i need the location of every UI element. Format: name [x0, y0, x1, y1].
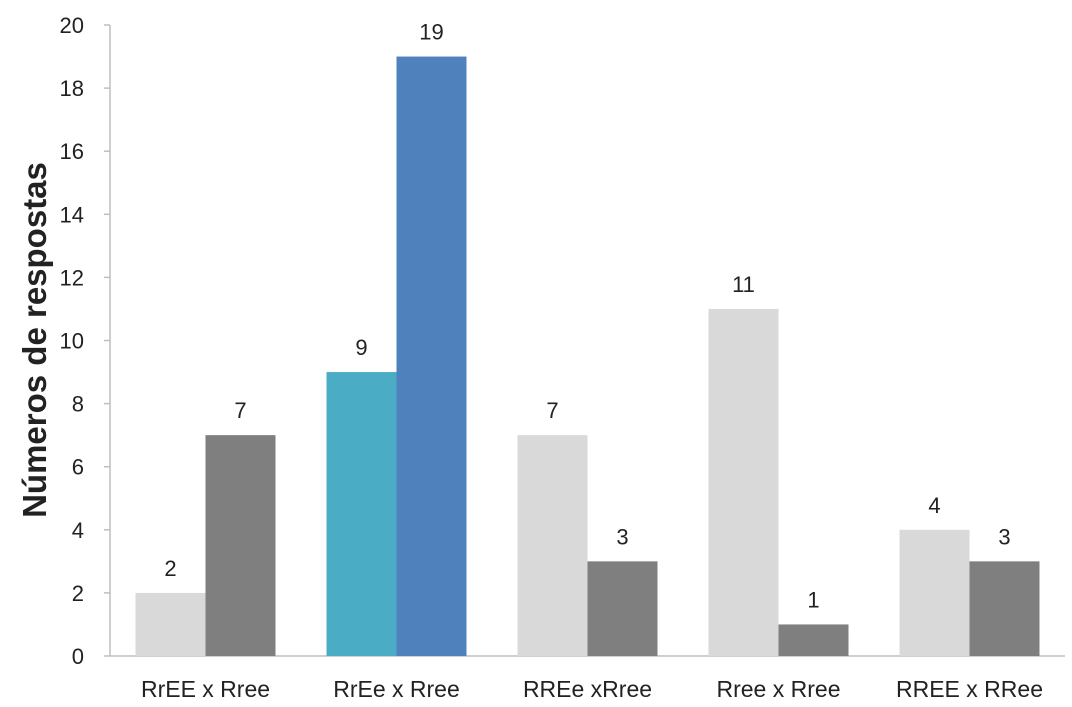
y-tick-label: 8: [72, 392, 84, 417]
y-tick-label: 2: [72, 581, 84, 606]
data-label: 2: [164, 556, 176, 581]
data-label: 19: [419, 20, 443, 45]
y-tick-label: 4: [72, 518, 84, 543]
y-tick-label: 6: [72, 455, 84, 480]
data-label: 7: [546, 398, 558, 423]
bar: [135, 592, 206, 656]
y-tick-label: 20: [60, 13, 84, 38]
bar: [517, 435, 588, 656]
x-tick-label: RrEE x Rree: [141, 676, 270, 702]
x-tick-label: Rree x Rree: [717, 676, 841, 702]
y-tick-label: 16: [60, 139, 84, 164]
bar: [899, 529, 970, 656]
bar: [205, 435, 276, 656]
bar: [969, 561, 1040, 656]
y-tick-label: 12: [60, 265, 84, 290]
data-label: 3: [616, 524, 628, 549]
y-tick-label: 14: [60, 202, 84, 227]
bar: [326, 372, 397, 656]
data-label: 11: [732, 272, 755, 297]
x-tick-label: RrEe x Rree: [333, 676, 460, 702]
y-axis-label: Números de respostas: [16, 162, 53, 518]
bar: [396, 56, 467, 657]
data-label: 3: [998, 524, 1010, 549]
data-label: 1: [807, 587, 819, 612]
y-tick-label: 18: [60, 76, 84, 101]
y-tick-label: 10: [60, 329, 84, 354]
x-tick-label: RREE x RRee: [896, 676, 1043, 702]
bar: [778, 624, 849, 656]
data-label: 9: [355, 335, 367, 360]
x-tick-label: RREe xRree: [523, 676, 652, 702]
bar: [708, 308, 779, 656]
data-label: 4: [928, 493, 940, 518]
data-label: 7: [234, 398, 246, 423]
bar: [587, 561, 658, 656]
y-tick-label: 0: [72, 644, 84, 669]
